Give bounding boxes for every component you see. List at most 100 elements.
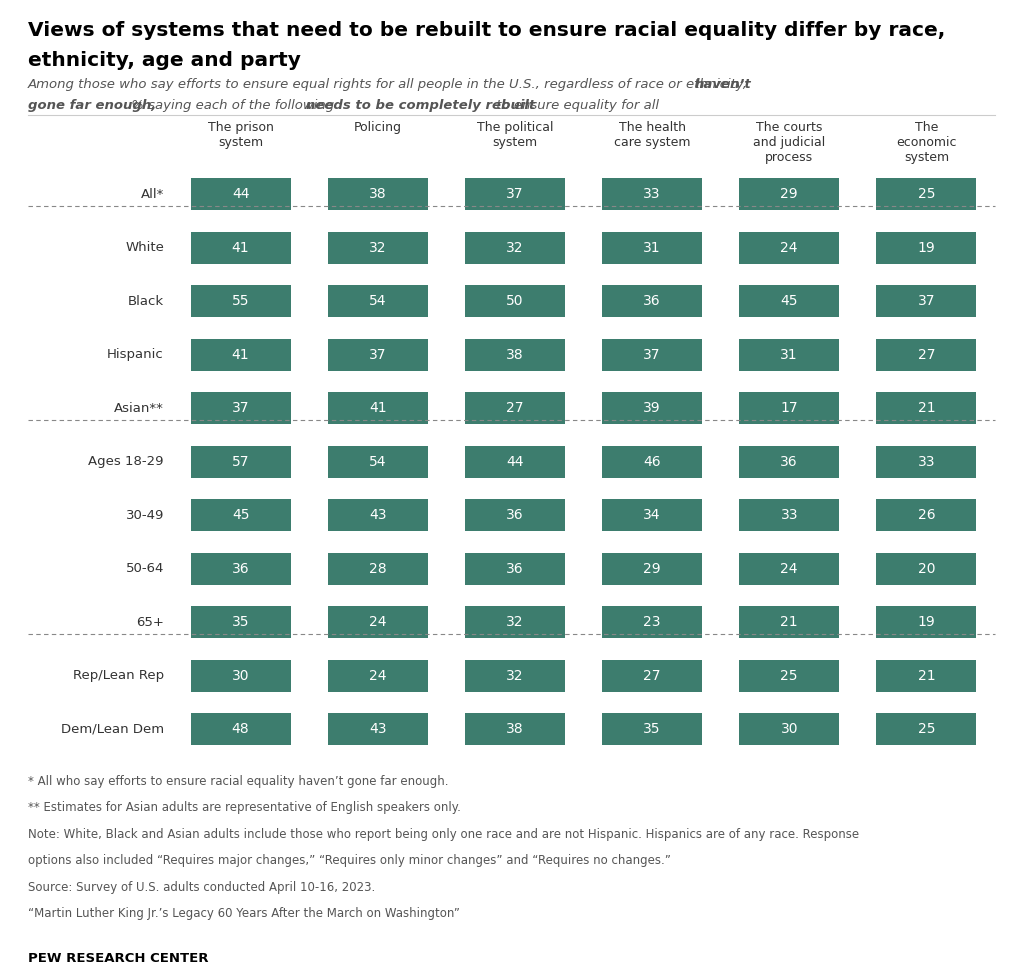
FancyBboxPatch shape: [602, 606, 702, 638]
Text: needs to be completely rebuilt: needs to be completely rebuilt: [306, 99, 536, 112]
FancyBboxPatch shape: [877, 392, 977, 424]
Text: Note: White, Black and Asian adults include those who report being only one race: Note: White, Black and Asian adults incl…: [28, 827, 859, 841]
Text: 35: 35: [231, 615, 249, 629]
FancyBboxPatch shape: [877, 659, 977, 691]
Text: 44: 44: [231, 187, 249, 201]
FancyBboxPatch shape: [739, 178, 840, 210]
Text: The
economic
system: The economic system: [896, 121, 956, 164]
FancyBboxPatch shape: [328, 552, 428, 585]
Text: 32: 32: [506, 615, 523, 629]
Text: 36: 36: [506, 508, 523, 522]
FancyBboxPatch shape: [190, 231, 291, 263]
Text: 30: 30: [231, 668, 249, 683]
Text: 38: 38: [506, 722, 523, 736]
Text: 31: 31: [780, 348, 798, 361]
FancyBboxPatch shape: [190, 446, 291, 478]
FancyBboxPatch shape: [602, 285, 702, 317]
Text: 19: 19: [918, 241, 935, 254]
Text: 27: 27: [643, 668, 660, 683]
Text: Source: Survey of U.S. adults conducted April 10-16, 2023.: Source: Survey of U.S. adults conducted …: [28, 881, 375, 893]
FancyBboxPatch shape: [739, 552, 840, 585]
Text: 29: 29: [780, 187, 798, 201]
FancyBboxPatch shape: [877, 499, 977, 531]
Text: 21: 21: [918, 668, 935, 683]
Text: 34: 34: [643, 508, 660, 522]
FancyBboxPatch shape: [465, 552, 565, 585]
FancyBboxPatch shape: [739, 392, 840, 424]
FancyBboxPatch shape: [602, 231, 702, 263]
Text: 37: 37: [506, 187, 523, 201]
Text: 21: 21: [780, 615, 798, 629]
FancyBboxPatch shape: [877, 285, 977, 317]
Text: White: White: [125, 241, 164, 254]
Text: 54: 54: [369, 454, 386, 468]
FancyBboxPatch shape: [190, 606, 291, 638]
FancyBboxPatch shape: [465, 339, 565, 371]
FancyBboxPatch shape: [328, 339, 428, 371]
Text: 33: 33: [643, 187, 660, 201]
Text: The health
care system: The health care system: [613, 121, 690, 149]
Text: 65+: 65+: [136, 616, 164, 628]
Text: 31: 31: [643, 241, 660, 254]
Text: 37: 37: [369, 348, 386, 361]
FancyBboxPatch shape: [328, 231, 428, 263]
FancyBboxPatch shape: [190, 392, 291, 424]
Text: 33: 33: [780, 508, 798, 522]
FancyBboxPatch shape: [602, 713, 702, 745]
Text: 25: 25: [918, 187, 935, 201]
Text: gone far enough,: gone far enough,: [28, 99, 157, 112]
FancyBboxPatch shape: [465, 606, 565, 638]
Text: The political
system: The political system: [476, 121, 553, 149]
FancyBboxPatch shape: [877, 552, 977, 585]
Text: 37: 37: [231, 401, 249, 415]
FancyBboxPatch shape: [602, 499, 702, 531]
Text: 21: 21: [918, 401, 935, 415]
FancyBboxPatch shape: [739, 231, 840, 263]
FancyBboxPatch shape: [328, 499, 428, 531]
Text: All*: All*: [140, 187, 164, 200]
Text: 44: 44: [506, 454, 523, 468]
Text: 28: 28: [369, 561, 387, 576]
FancyBboxPatch shape: [190, 552, 291, 585]
Text: ethnicity, age and party: ethnicity, age and party: [28, 51, 301, 70]
Text: % saying each of the following: % saying each of the following: [127, 99, 339, 112]
FancyBboxPatch shape: [877, 446, 977, 478]
Text: Rep/Lean Rep: Rep/Lean Rep: [73, 669, 164, 682]
Text: 37: 37: [643, 348, 660, 361]
FancyBboxPatch shape: [877, 606, 977, 638]
FancyBboxPatch shape: [739, 446, 840, 478]
FancyBboxPatch shape: [190, 285, 291, 317]
FancyBboxPatch shape: [328, 713, 428, 745]
Text: 24: 24: [780, 561, 798, 576]
FancyBboxPatch shape: [328, 392, 428, 424]
Text: The prison
system: The prison system: [208, 121, 273, 149]
Text: 23: 23: [643, 615, 660, 629]
FancyBboxPatch shape: [465, 285, 565, 317]
Text: ** Estimates for Asian adults are representative of English speakers only.: ** Estimates for Asian adults are repres…: [28, 801, 461, 814]
FancyBboxPatch shape: [328, 446, 428, 478]
FancyBboxPatch shape: [739, 659, 840, 691]
Text: 24: 24: [369, 615, 386, 629]
Text: Hispanic: Hispanic: [108, 348, 164, 361]
Text: 35: 35: [643, 722, 660, 736]
Text: 26: 26: [918, 508, 935, 522]
Text: 43: 43: [369, 722, 386, 736]
Text: Among those who say efforts to ensure equal rights for all people in the U.S., r: Among those who say efforts to ensure eq…: [28, 78, 753, 91]
Text: 50: 50: [506, 294, 523, 308]
Text: 30: 30: [780, 722, 798, 736]
FancyBboxPatch shape: [465, 446, 565, 478]
Text: Black: Black: [128, 294, 164, 308]
Text: 30-49: 30-49: [126, 509, 164, 521]
FancyBboxPatch shape: [602, 659, 702, 691]
Text: Dem/Lean Dem: Dem/Lean Dem: [60, 722, 164, 735]
Text: 36: 36: [231, 561, 250, 576]
Text: 41: 41: [231, 241, 250, 254]
Text: 45: 45: [231, 508, 249, 522]
Text: Ages 18-29: Ages 18-29: [88, 455, 164, 468]
Text: “Martin Luther King Jr.’s Legacy 60 Years After the March on Washington”: “Martin Luther King Jr.’s Legacy 60 Year…: [28, 907, 460, 920]
Text: Asian**: Asian**: [114, 401, 164, 415]
Text: 25: 25: [918, 722, 935, 736]
Text: 32: 32: [506, 241, 523, 254]
FancyBboxPatch shape: [739, 285, 840, 317]
Text: 32: 32: [506, 668, 523, 683]
